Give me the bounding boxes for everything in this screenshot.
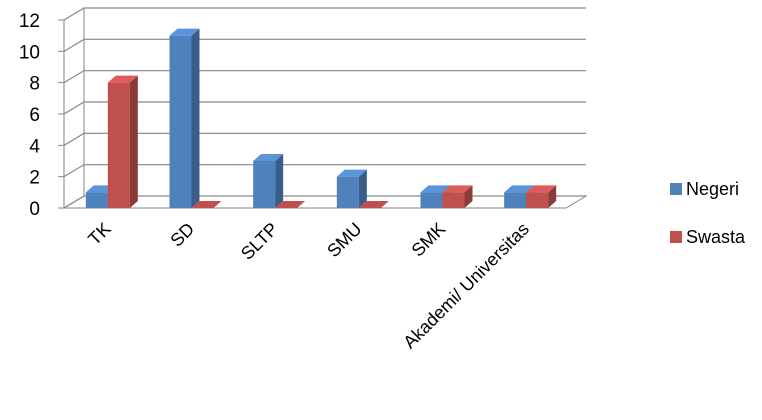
bar-front (442, 192, 465, 208)
bar-front (420, 192, 443, 208)
gridline (63, 70, 586, 84)
x-category-label: SD (166, 219, 198, 251)
bar-swasta-tk (107, 75, 138, 209)
bar-front (253, 161, 276, 208)
y-axis-ticks: 0 2 4 6 8 10 12 (19, 11, 41, 220)
gridlines (58, 7, 586, 209)
y-tick-label: 12 (19, 11, 40, 32)
bar-side (358, 169, 367, 208)
bar-side (464, 185, 473, 208)
bar-swasta-smu (358, 201, 389, 208)
gridline (63, 195, 586, 209)
legend: Negeri Swasta (670, 179, 746, 247)
bar-top (107, 75, 138, 83)
bar-top (504, 185, 535, 193)
bar-top (420, 185, 451, 193)
bar-zero-cap (275, 201, 306, 208)
y-tick-label: 6 (29, 105, 40, 126)
y-tick-label: 4 (29, 136, 40, 157)
x-category-label: SLTP (237, 219, 282, 264)
bar-side (129, 75, 138, 209)
gridline (63, 38, 586, 52)
bar-front (504, 192, 527, 208)
bar-side (275, 154, 284, 208)
gridline (63, 7, 586, 21)
bar-swasta-smk (442, 185, 473, 208)
y-tick-label: 8 (29, 74, 40, 95)
legend-label-swasta: Swasta (686, 227, 746, 247)
bar-side (191, 28, 200, 208)
bar-top (253, 154, 284, 161)
x-category-label: SMU (323, 219, 365, 261)
legend-swatch-negeri (670, 183, 682, 195)
bar-side (548, 185, 557, 208)
gridline (63, 101, 586, 115)
bar-front (85, 192, 108, 208)
bar-top (169, 28, 200, 36)
y-tick-label: 10 (19, 42, 40, 63)
x-category-label: TK (84, 219, 114, 249)
bar-zero-cap (358, 201, 389, 208)
bar-swasta-sltp (275, 201, 306, 208)
bar-swasta-akademi-universitas (526, 185, 557, 208)
bar-zero-cap (191, 201, 222, 208)
bars (85, 28, 557, 209)
bar-top (442, 185, 473, 193)
bar-negeri-smu (336, 169, 367, 208)
legend-label-negeri: Negeri (686, 179, 739, 199)
bar-negeri-sltp (253, 154, 284, 208)
bar-swasta-sd (191, 201, 222, 208)
bar-front (107, 82, 130, 208)
y-tick-label: 0 (29, 199, 40, 220)
plot-walls (62, 8, 588, 209)
bar-top (336, 169, 367, 177)
gridline (63, 164, 586, 178)
bar-front (169, 35, 192, 208)
x-category-label: SMK (408, 219, 450, 261)
gridline (63, 132, 586, 146)
bar-negeri-sd (169, 28, 200, 208)
y-tick-label: 2 (29, 168, 40, 189)
bar-top (526, 185, 557, 193)
bar-front (336, 176, 359, 208)
bar-front (526, 192, 549, 208)
legend-swatch-swasta (670, 231, 682, 243)
